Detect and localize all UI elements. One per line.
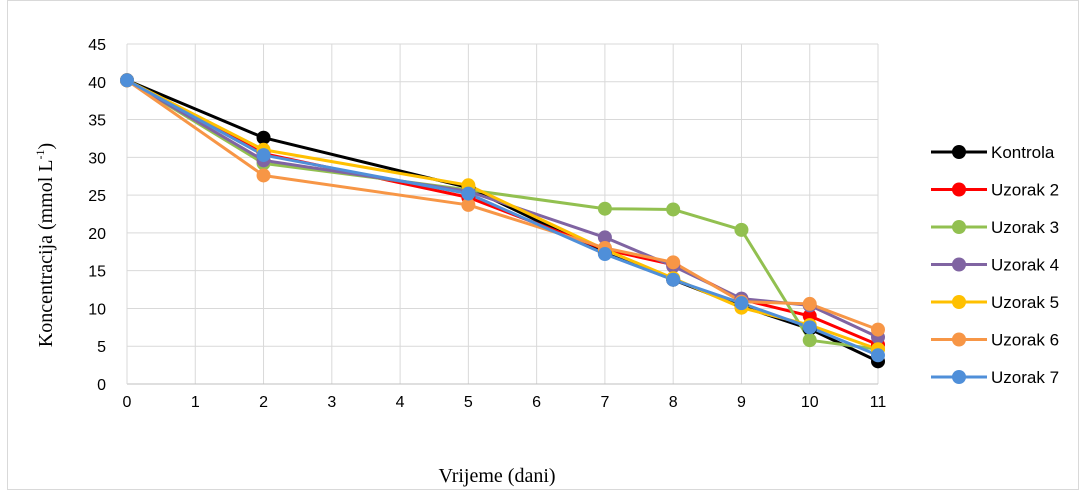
- y-tick-label: 35: [88, 113, 106, 130]
- x-tick-label: 10: [801, 394, 819, 411]
- data-point: [871, 348, 885, 363]
- series-line-1: [126, 78, 879, 363]
- y-tick-label: 30: [88, 150, 106, 167]
- data-point: [734, 296, 749, 311]
- data-point: [597, 247, 612, 262]
- data-point: [734, 222, 749, 237]
- legend-marker: [952, 182, 966, 197]
- y-tick-label: 45: [88, 37, 106, 54]
- gridlines: [127, 43, 879, 384]
- y-tick-label: 15: [88, 264, 106, 281]
- series-points: [120, 73, 885, 369]
- y-axis-title-main: Koncentracija (mmol L: [35, 159, 57, 347]
- y-axis-title-sup: -1: [33, 149, 47, 159]
- y-tick-label: 25: [88, 188, 106, 205]
- legend-label: Uzorak 7: [991, 368, 1059, 387]
- data-point: [597, 230, 612, 245]
- legend-marker: [952, 145, 966, 159]
- data-point: [256, 168, 271, 183]
- legend-marker: [952, 332, 966, 347]
- legend-label: Uzorak 6: [991, 331, 1059, 350]
- data-point: [666, 202, 681, 217]
- data-point: [461, 197, 476, 212]
- series-lines: [126, 78, 879, 363]
- y-tick-label: 40: [88, 75, 106, 92]
- legend: Kontrola Uzorak 2 Uzorak 3 Uzorak 4 Uzorak 5…: [931, 143, 1059, 387]
- data-point: [120, 73, 134, 88]
- x-tick-label: 3: [327, 394, 336, 411]
- data-point: [871, 322, 885, 337]
- y-tick-label: 20: [88, 226, 106, 243]
- x-axis-title: Vrijeme (dani): [438, 465, 555, 487]
- y-tick-label: 5: [97, 339, 106, 356]
- data-point: [597, 201, 612, 216]
- x-tick-label: 5: [464, 394, 473, 411]
- x-tick-label: 8: [669, 394, 678, 411]
- data-point: [666, 272, 681, 287]
- legend-marker: [952, 257, 966, 272]
- series-line-6: [126, 79, 879, 332]
- legend-label: Uzorak 3: [991, 218, 1059, 237]
- data-point: [802, 296, 817, 311]
- data-point: [666, 255, 681, 270]
- x-tick-label: 1: [191, 394, 200, 411]
- x-tick-label: 0: [123, 394, 132, 411]
- x-tick-label: 7: [600, 394, 609, 411]
- y-tick-label: 0: [97, 377, 106, 394]
- x-tick-label: 11: [870, 394, 887, 411]
- legend-marker: [952, 220, 966, 234]
- data-point: [802, 320, 817, 335]
- legend-label: Uzorak 2: [991, 181, 1059, 200]
- legend-label: Kontrola: [991, 143, 1055, 162]
- legend-label: Uzorak 5: [991, 293, 1059, 312]
- data-point: [256, 130, 271, 145]
- x-tick-label: 9: [737, 394, 746, 411]
- legend-marker: [952, 370, 966, 384]
- data-point: [802, 333, 817, 348]
- data-point: [256, 148, 271, 163]
- x-tick-label: 4: [396, 394, 405, 411]
- y-axis-title-end: ): [35, 143, 57, 150]
- y-axis-title: Koncentracija (mmol L-1): [33, 143, 57, 347]
- legend-marker: [952, 295, 966, 309]
- y-tick-label: 10: [88, 301, 106, 318]
- series-line-7: [126, 78, 879, 357]
- data-point: [461, 186, 476, 201]
- x-tick-label: 2: [259, 394, 268, 411]
- x-tick-label: 6: [532, 394, 541, 411]
- legend-label: Uzorak 4: [991, 256, 1059, 275]
